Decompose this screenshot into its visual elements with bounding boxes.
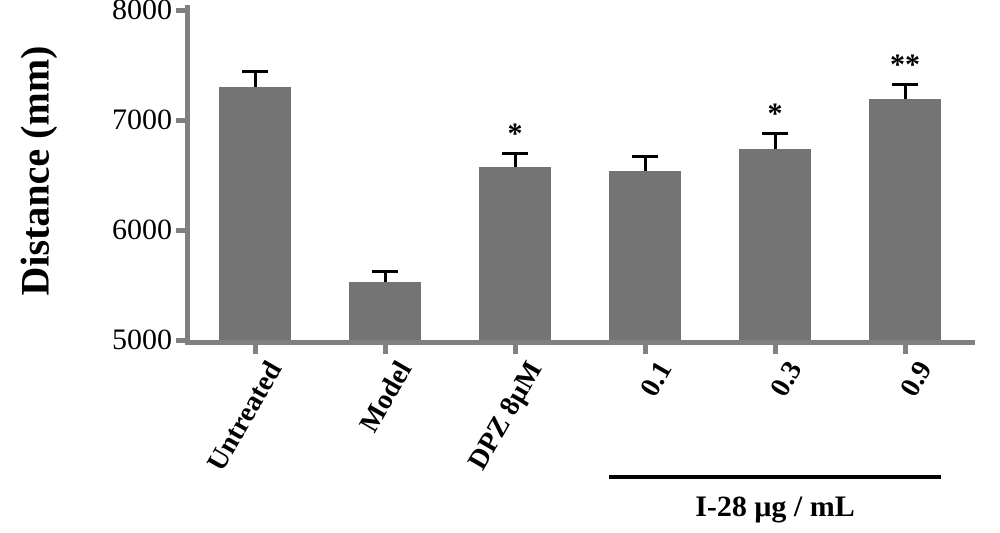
significance-marker: ** [890,48,920,82]
group-label: I-28 μg / mL [695,490,855,524]
y-tick [176,118,185,123]
bar [739,149,811,340]
plot-area: 5000600070008000UntreatedModel*DPZ 8μM0.… [190,10,970,340]
distance-bar-chart: Distance (mm) 5000600070008000UntreatedM… [0,0,1000,533]
error-bar-stem [514,153,517,167]
error-bar-stem [904,84,907,99]
x-tick [903,345,908,354]
x-tick-label: 0.9 [842,356,940,493]
error-bar-cap [502,152,527,155]
group-bracket-line [609,475,941,479]
error-bar-stem [644,156,647,170]
error-bar-cap [242,70,267,73]
x-tick [643,345,648,354]
x-tick-label: Model [322,356,420,493]
bar [609,171,681,340]
bar [219,87,291,340]
error-bar-cap [892,83,917,86]
error-bar-stem [774,133,777,148]
x-axis-line [185,340,975,345]
y-axis-label-container: Distance (mm) [0,0,70,340]
y-tick-label: 8000 [90,0,172,27]
y-axis-label: Distance (mm) [12,45,59,295]
x-tick-label: 0.3 [712,356,810,493]
x-tick [513,345,518,354]
error-bar-cap [632,155,657,158]
significance-marker: * [768,97,783,131]
x-tick [383,345,388,354]
error-bar-stem [254,71,257,88]
bar [479,167,551,340]
x-tick-label: 0.1 [582,356,680,493]
y-tick-label: 7000 [90,103,172,137]
y-axis-line [185,5,190,345]
significance-marker: * [508,117,523,151]
y-tick [176,228,185,233]
x-tick [773,345,778,354]
bar [869,99,941,340]
x-tick-label: DPZ 8μM [452,356,550,493]
x-tick [253,345,258,354]
error-bar-cap [372,270,397,273]
y-tick-label: 6000 [90,213,172,247]
bar [349,282,421,340]
x-tick-label: Untreated [192,356,290,493]
error-bar-cap [762,132,787,135]
y-tick [176,8,185,13]
y-tick-label: 5000 [90,323,172,357]
y-tick [176,338,185,343]
